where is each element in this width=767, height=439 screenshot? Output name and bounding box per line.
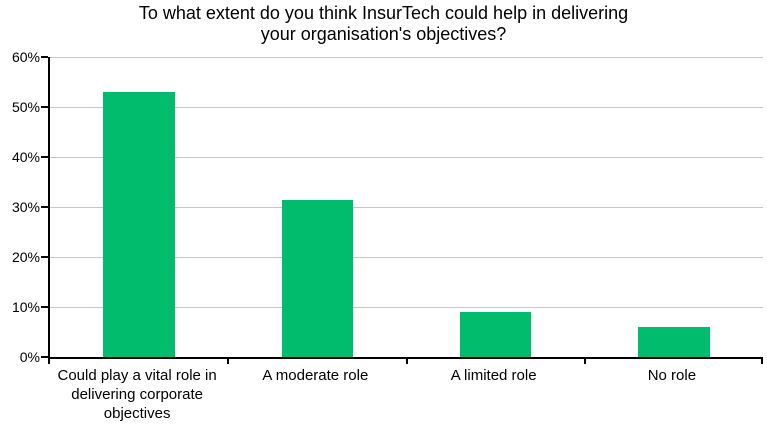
x-axis-tick (48, 357, 50, 364)
gridline (50, 57, 763, 58)
x-axis-tick (583, 357, 586, 364)
bar (281, 199, 354, 357)
gridline (50, 157, 763, 158)
chart-title: To what extent do you think InsurTech co… (0, 3, 767, 45)
y-axis-tick-label: 0% (19, 349, 40, 365)
gridline (50, 107, 763, 108)
gridline (50, 207, 763, 208)
bar (103, 92, 175, 357)
y-axis-tick-label: 10% (11, 299, 40, 315)
plot-area (41, 56, 763, 364)
x-axis-tick (227, 357, 230, 364)
chart-title-line-1: To what extent do you think InsurTech co… (138, 3, 629, 23)
y-axis-tick (41, 306, 48, 308)
x-axis-label: No role (647, 367, 697, 384)
y-axis-tick-label: 20% (11, 249, 40, 265)
bar (638, 327, 710, 357)
y-axis-tick (41, 56, 48, 58)
y-axis-tick-label: 30% (11, 199, 40, 215)
x-axis-label: A limited role (450, 367, 537, 384)
y-axis-tick (41, 356, 48, 358)
bar (459, 312, 532, 357)
chart-title-line-2: your organisation's objectives? (260, 24, 507, 44)
y-axis-tick-label: 40% (11, 149, 40, 165)
x-axis-labels: Could play a vital role in delivering co… (48, 366, 763, 436)
y-axis-tick (41, 156, 48, 158)
y-axis-labels: 0% 10% 20% 30% 40% 50% 60% (0, 49, 40, 365)
x-axis-label: A moderate role (262, 367, 369, 384)
y-axis-tick-label: 60% (11, 49, 40, 65)
gridline (50, 307, 763, 308)
y-axis-tick (41, 106, 48, 108)
y-axis-tick-label: 50% (11, 99, 40, 115)
y-axis-tick (41, 206, 48, 208)
x-axis-tick (405, 357, 408, 364)
gridline (50, 257, 763, 258)
x-axis-label: Could play a vital role in delivering co… (57, 367, 217, 422)
x-axis-tick (761, 357, 763, 364)
y-axis-tick (41, 256, 48, 258)
